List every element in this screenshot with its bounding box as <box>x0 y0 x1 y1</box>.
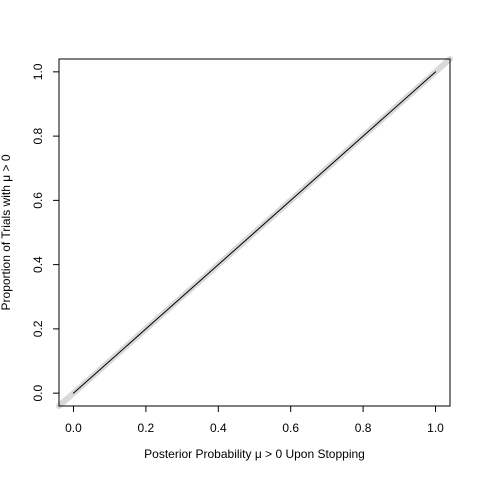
x-tick-label: 0.4 <box>210 421 227 435</box>
x-tick-label: 0.2 <box>138 421 155 435</box>
y-tick-label: 0.2 <box>31 320 45 337</box>
y-axis: 0.0 0.2 0.4 0.6 0.8 1.0 <box>31 63 59 401</box>
series-layer <box>56 56 453 409</box>
y-tick-label: 1.0 <box>31 63 45 80</box>
x-tick-label: 0.6 <box>282 421 299 435</box>
x-tick-label: 1.0 <box>427 421 444 435</box>
x-axis-label: Posterior Probability μ > 0 Upon Stoppin… <box>144 447 365 461</box>
plot-frame <box>58 58 451 407</box>
y-tick-label: 0.6 <box>31 192 45 209</box>
calibration-line <box>72 71 437 394</box>
y-tick-label: 0.0 <box>31 384 45 401</box>
x-tick-label: 0.0 <box>65 421 82 435</box>
x-tick-label: 0.8 <box>355 421 372 435</box>
y-axis-label: Proportion of Trials with μ > 0 <box>0 154 13 310</box>
y-tick-label: 0.4 <box>31 256 45 273</box>
x-axis: 0.0 0.2 0.4 0.6 0.8 1.0 <box>65 406 444 435</box>
y-tick-label: 0.8 <box>31 127 45 144</box>
